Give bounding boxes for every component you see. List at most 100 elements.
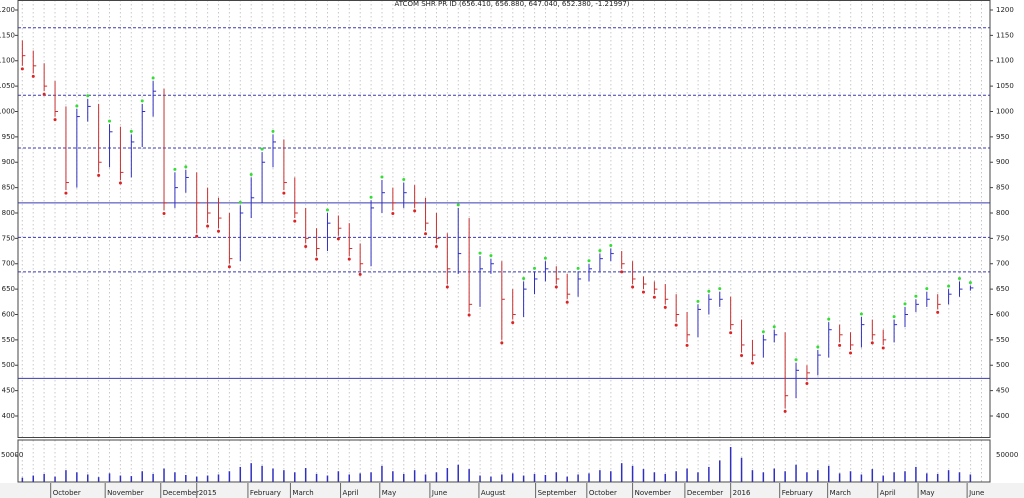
y2-tick-label: 900: [996, 158, 1009, 166]
x-tick-label: May: [382, 489, 396, 497]
y-tick-label: 1150: [0, 31, 15, 39]
low-dot: [652, 295, 656, 299]
low-dot: [42, 92, 46, 96]
high-dot: [794, 358, 798, 362]
high-dot: [914, 294, 918, 298]
high-dot: [173, 167, 177, 171]
low-dot: [750, 361, 754, 365]
low-dot: [434, 244, 438, 248]
high-dot: [380, 175, 384, 179]
high-dot: [151, 76, 155, 80]
low-dot: [195, 234, 199, 238]
high-dot: [957, 277, 961, 281]
x-axis-band: [0, 483, 1024, 498]
high-dot: [761, 330, 765, 334]
low-dot: [729, 331, 733, 335]
high-dot: [707, 289, 711, 293]
low-dot: [674, 323, 678, 327]
x-tick-label: December: [163, 489, 199, 497]
high-dot: [859, 312, 863, 316]
high-dot: [402, 178, 406, 182]
low-dot: [631, 285, 635, 289]
y-tick-label: 650: [2, 285, 15, 293]
y-tick-label: 700: [2, 260, 15, 268]
y2-tick-label: 650: [996, 285, 1009, 293]
low-dot: [641, 290, 645, 294]
low-dot: [315, 257, 319, 261]
y2-tick-label: 950: [996, 133, 1009, 141]
x-tick-label: October: [53, 489, 81, 497]
low-dot: [227, 265, 231, 269]
high-dot: [75, 104, 79, 108]
high-dot: [533, 266, 537, 270]
low-dot: [870, 341, 874, 345]
y-tick-label: 600: [2, 310, 15, 318]
y-tick-label: 450: [2, 387, 15, 395]
y2-tick-label: 850: [996, 184, 1009, 192]
high-dot: [903, 302, 907, 306]
low-dot: [620, 270, 624, 274]
y-tick-label: 500: [2, 361, 15, 369]
x-tick-label: November: [107, 489, 144, 497]
high-dot: [260, 147, 264, 151]
high-dot: [892, 315, 896, 319]
low-dot: [685, 343, 689, 347]
y-tick-label: 550: [2, 336, 15, 344]
y2-tick-label: 500: [996, 361, 1009, 369]
low-dot: [206, 224, 210, 228]
y2-tick-label: 400: [996, 412, 1009, 420]
low-dot: [554, 285, 558, 289]
chart-title: ATCOM SHR PR ID (656.410, 656.880, 647.0…: [394, 0, 629, 8]
high-dot: [543, 256, 547, 260]
high-dot: [947, 284, 951, 288]
y2-tick-label: 1050: [996, 82, 1014, 90]
x-tick-label: October: [589, 489, 617, 497]
low-dot: [663, 305, 667, 309]
x-tick-label: June: [431, 489, 447, 497]
low-dot: [881, 346, 885, 350]
low-dot: [293, 219, 297, 223]
high-dot: [925, 287, 929, 291]
high-dot: [718, 287, 722, 291]
low-dot: [162, 211, 166, 215]
volume-tick-label: 50000: [1, 451, 23, 459]
x-tick-label: June: [968, 489, 984, 497]
low-dot: [391, 211, 395, 215]
high-dot: [489, 254, 493, 258]
high-dot: [598, 249, 602, 253]
y2-tick-label: 1150: [996, 31, 1014, 39]
y-tick-label: 1000: [0, 107, 15, 115]
low-dot: [282, 191, 286, 195]
low-dot: [805, 381, 809, 385]
price-panel-frame: [17, 0, 991, 438]
x-tick-label: February: [250, 489, 281, 497]
low-dot: [347, 257, 351, 261]
low-dot: [413, 209, 417, 213]
low-dot: [783, 409, 787, 413]
y2-tick-label: 700: [996, 260, 1009, 268]
x-tick-label: February: [782, 489, 813, 497]
low-dot: [838, 343, 842, 347]
low-dot: [53, 118, 57, 122]
low-dot: [118, 181, 122, 185]
high-dot: [271, 129, 275, 133]
x-tick-label: September: [538, 489, 577, 497]
low-dot: [740, 354, 744, 358]
high-dot: [86, 94, 90, 98]
low-dot: [565, 300, 569, 304]
x-tick-label: August: [481, 489, 506, 497]
x-tick-label: 2015: [199, 489, 217, 497]
x-tick-label: April: [880, 489, 896, 497]
low-dot: [31, 74, 35, 78]
low-dot: [64, 191, 68, 195]
low-dot: [217, 229, 221, 233]
high-dot: [772, 325, 776, 329]
x-tick-label: May: [920, 489, 934, 497]
low-dot: [467, 313, 471, 317]
x-tick-label: March: [292, 489, 313, 497]
x-tick-label: April: [343, 489, 359, 497]
volume-tick-label: 50000: [996, 451, 1018, 459]
high-dot: [456, 203, 460, 207]
x-tick-label: November: [635, 489, 672, 497]
